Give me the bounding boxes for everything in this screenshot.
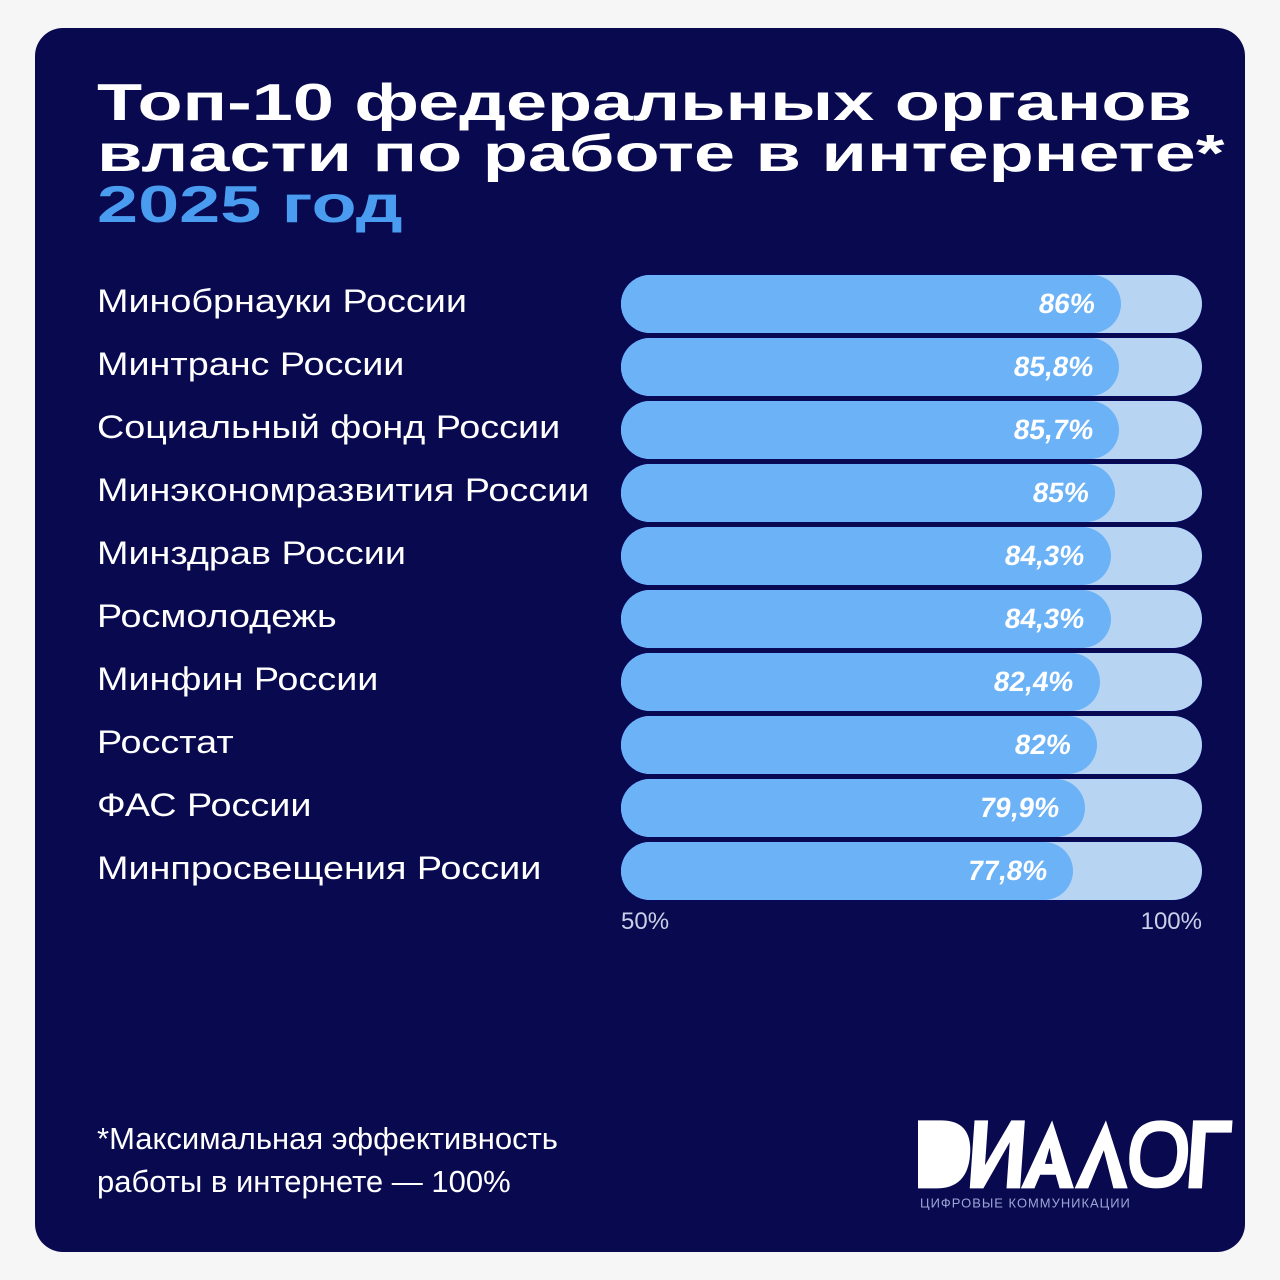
svg-text:ЦИФРОВЫЕ КОММУНИКАЦИИ: ЦИФРОВЫЕ КОММУНИКАЦИИ [920, 1195, 1131, 1210]
